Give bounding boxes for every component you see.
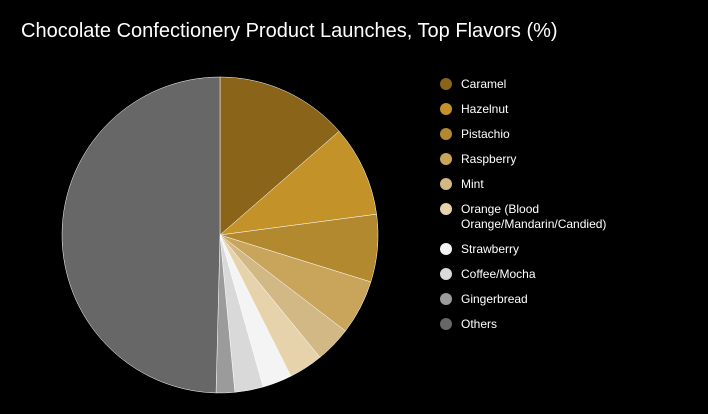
- legend-swatch: [440, 178, 452, 190]
- legend-label: Mint: [461, 177, 484, 191]
- legend-item: Mint: [440, 177, 700, 192]
- legend-item: Hazelnut: [440, 102, 700, 117]
- legend-swatch: [440, 103, 452, 115]
- legend-label: Pistachio: [461, 127, 510, 141]
- legend: Caramel Hazelnut Pistachio Raspberry Mint Ora…: [440, 77, 700, 342]
- legend-swatch: [440, 153, 452, 165]
- pie-slice-others: [61, 76, 221, 394]
- legend-swatch: [440, 268, 452, 280]
- pie-slice-caramel: [219, 76, 340, 236]
- legend-label: Others: [461, 317, 498, 331]
- legend-swatch: [440, 243, 452, 255]
- legend-label: Caramel: [461, 77, 507, 91]
- legend-item: Strawberry: [440, 242, 700, 257]
- legend-label: Raspberry: [461, 152, 517, 166]
- legend-item: Pistachio: [440, 127, 700, 142]
- legend-item: Others: [440, 317, 700, 332]
- pie-slice-hazelnut: [219, 130, 377, 236]
- legend-label: Orange (Blood Orange/Mandarin/Candied): [461, 202, 607, 231]
- legend-swatch: [440, 318, 452, 330]
- legend-swatch: [440, 78, 452, 90]
- legend-item: Coffee/Mocha: [440, 267, 700, 282]
- chart-title: Chocolate Confectionery Product Launches…: [21, 20, 558, 42]
- legend-label: Gingerbread: [461, 292, 528, 306]
- legend-item: Caramel: [440, 77, 700, 92]
- legend-item: Orange (Blood Orange/Mandarin/Candied): [440, 202, 700, 232]
- legend-swatch: [440, 203, 452, 215]
- legend-label: Coffee/Mocha: [461, 267, 536, 281]
- legend-label: Hazelnut: [461, 102, 509, 116]
- legend-item: Gingerbread: [440, 292, 700, 307]
- legend-swatch: [440, 128, 452, 140]
- legend-label: Strawberry: [461, 242, 520, 256]
- legend-item: Raspberry: [440, 152, 700, 167]
- legend-swatch: [440, 293, 452, 305]
